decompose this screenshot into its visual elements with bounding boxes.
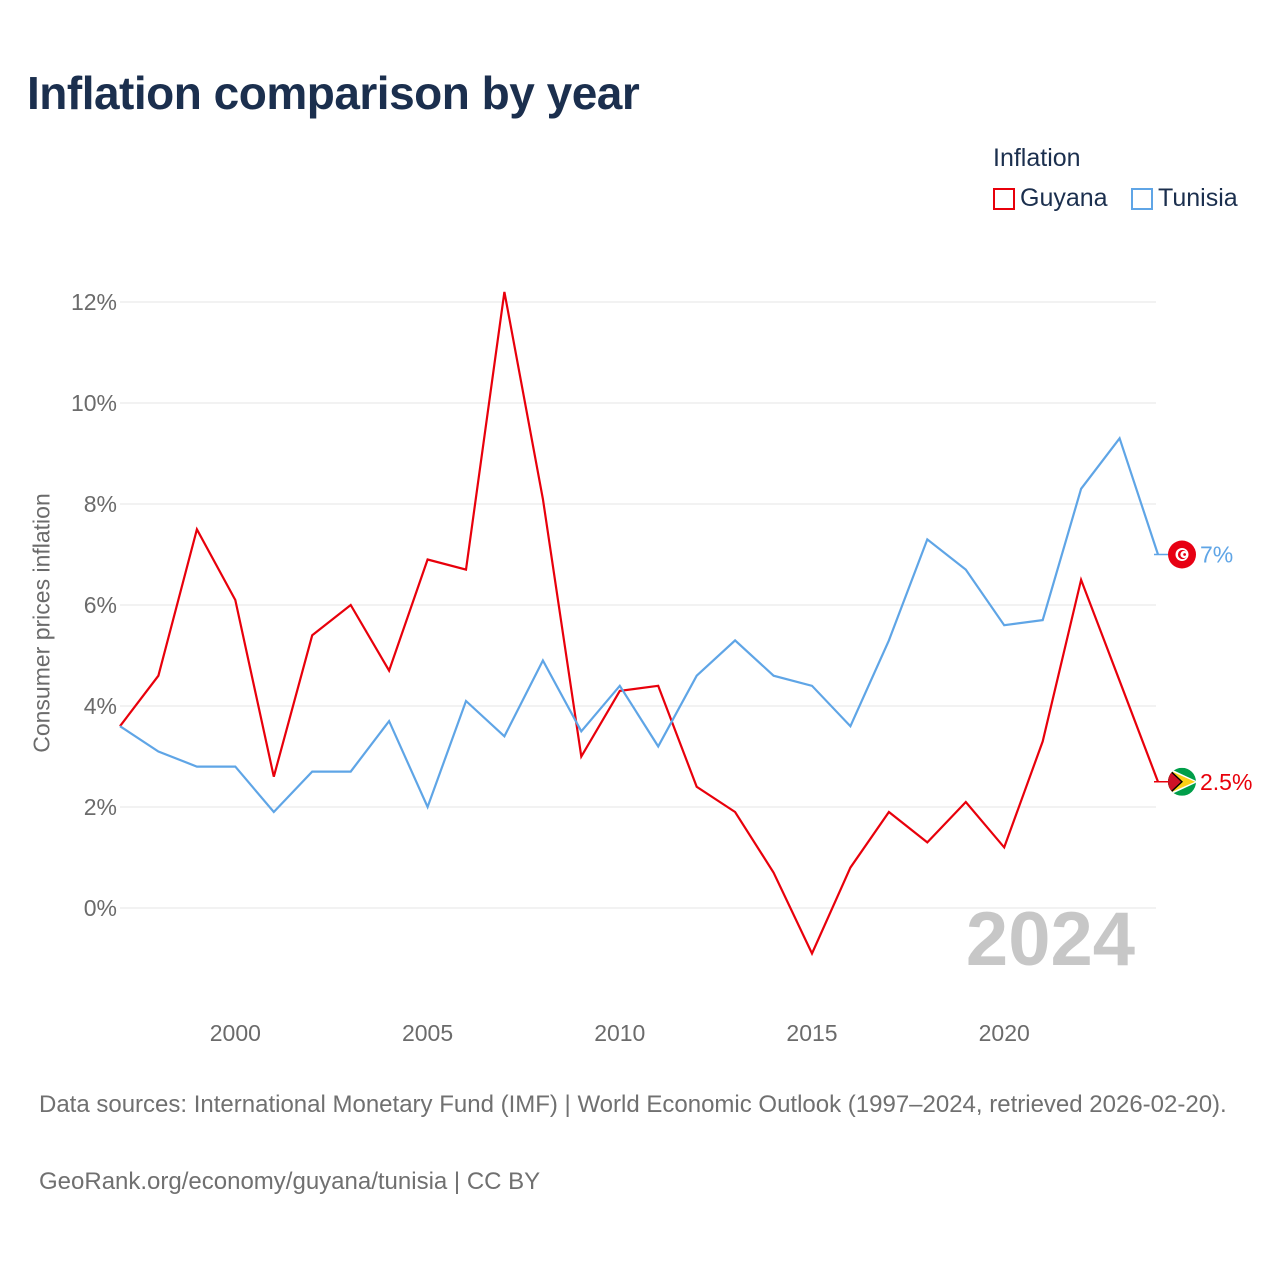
series-end-markers: 2.5% 7% <box>1154 540 1252 796</box>
y-tick-label: 0% <box>84 895 117 921</box>
x-tick-label: 2000 <box>210 1020 261 1046</box>
x-tick-label: 2020 <box>979 1020 1030 1046</box>
y-tick-label: 10% <box>71 390 117 416</box>
flag-star <box>1183 553 1186 556</box>
chart-title: Inflation comparison by year <box>27 67 640 119</box>
flag-body <box>1168 767 1196 796</box>
data-sources: Data sources: International Monetary Fun… <box>39 1091 1227 1118</box>
legend-item-guyana[interactable]: Guyana <box>993 184 1108 213</box>
series-end-label-guyana: 2.5% <box>1200 769 1252 795</box>
legend-label-tunisia: Tunisia <box>1158 184 1238 212</box>
series-line-tunisia[interactable] <box>119 435 1160 814</box>
x-tick-label: 2005 <box>402 1020 453 1046</box>
legend-label-guyana: Guyana <box>1020 184 1108 212</box>
y-tick-label: 8% <box>84 491 117 517</box>
y-tick-label: 6% <box>84 592 117 618</box>
y-tick-labels: 0% 2% 4% 6% 8% 10% 12% <box>71 289 117 921</box>
guyana-flag-icon <box>1168 767 1196 796</box>
x-tick-label: 2015 <box>786 1020 837 1046</box>
legend-swatch-guyana <box>993 187 1015 210</box>
x-tick-labels: 2000 2005 2010 2015 2020 <box>210 1020 1030 1046</box>
series-line-guyana[interactable] <box>119 291 1160 957</box>
series-end-label-tunisia: 7% <box>1200 542 1233 568</box>
legend-title: Inflation <box>993 144 1081 172</box>
year-watermark: 2024 <box>966 897 1135 982</box>
series-lines <box>119 291 1160 957</box>
source-link[interactable]: GeoRank.org/economy/guyana/tunisia | CC … <box>39 1168 541 1195</box>
x-tick-label: 2010 <box>594 1020 645 1046</box>
legend-item-tunisia[interactable]: Tunisia <box>1131 184 1238 213</box>
tunisia-flag-icon <box>1168 540 1196 569</box>
y-tick-label: 4% <box>84 693 117 719</box>
legend-swatch-tunisia <box>1131 187 1153 210</box>
y-tick-label: 12% <box>71 289 117 315</box>
y-tick-label: 2% <box>84 794 117 820</box>
gridlines <box>120 301 1156 909</box>
